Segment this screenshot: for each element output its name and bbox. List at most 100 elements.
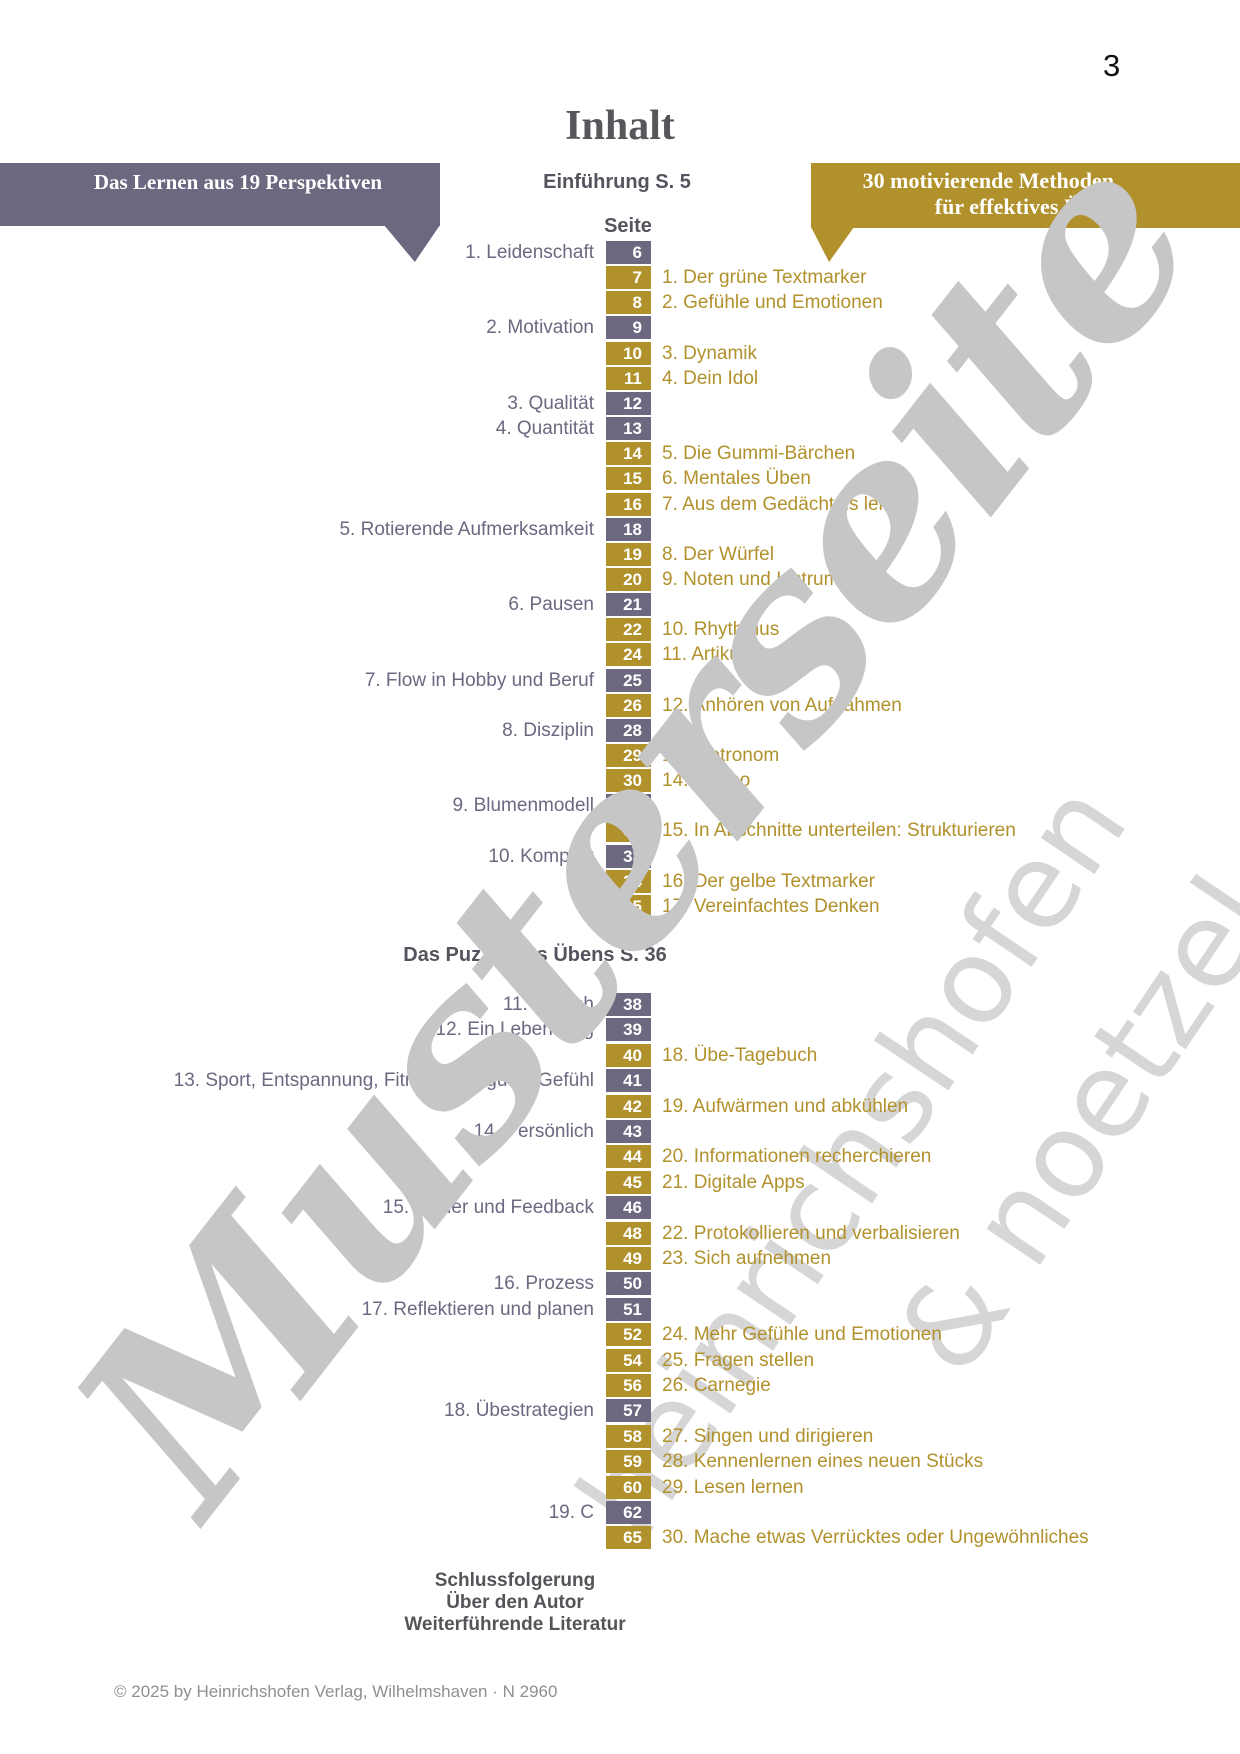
page-number-box: 19	[606, 542, 651, 566]
toc-row: 62 19. C	[0, 1501, 1240, 1524]
page-number-box: 60	[606, 1475, 651, 1499]
page-number-box: 11	[606, 366, 651, 390]
chapter-label: 9. Blumenmodell	[452, 795, 594, 817]
toc-row: 7 1. Der grüne Textmarker	[0, 266, 1240, 290]
copyright-footer: © 2025 by Heinrichshofen Verlag, Wilhelm…	[114, 1682, 558, 1701]
page-number-box: 58	[606, 1424, 651, 1448]
page-number-box: 7	[606, 266, 651, 290]
page-number-box: 12	[606, 391, 651, 415]
chapter-label: 7. Flow in Hobby und Beruf	[364, 669, 594, 691]
method-label: 13. Metronom	[662, 745, 780, 766]
toc-row: 40 18. Übe-Tagebuch	[0, 1043, 1240, 1067]
toc-row: 24 11. Artikulation	[0, 643, 1240, 667]
page-number-box: 41	[606, 1069, 651, 1093]
toc-row: 56 26. Carnegie	[0, 1374, 1240, 1397]
toc-row: 20 9. Noten und Instrument	[0, 567, 1240, 591]
toc-row: 38 11. Täglich	[0, 993, 1240, 1016]
method-label: 20. Informationen recherchieren	[662, 1146, 932, 1168]
toc-row: 39 12. Ein Leben lang	[0, 1018, 1240, 1042]
method-label: 15. In Abschnitte unterteilen: Strukturi…	[662, 820, 1016, 842]
page-number-box: 59	[606, 1450, 651, 1474]
toc-row: 52 24. Mehr Gefühle und Emotionen	[0, 1323, 1240, 1347]
toc-row: 32 15. In Abschnitte unterteilen: Struktu…	[0, 819, 1240, 843]
page-number-box: 28	[606, 718, 651, 742]
page-number-box: 44	[606, 1145, 651, 1169]
page-number-box: 50	[606, 1272, 651, 1296]
method-label: 3. Dynamik	[662, 342, 758, 364]
method-label: 17. Vereinfachtes Denken	[662, 895, 880, 917]
page-number-box: 20	[606, 567, 651, 591]
page-number-box: 14	[606, 442, 651, 466]
page-number-box: 52	[606, 1323, 651, 1347]
page-number-box: 62	[606, 1501, 651, 1524]
page-number: 3	[1103, 48, 1121, 83]
banner-left-label: Das Lernen aus 19 Perspektiven	[93, 170, 382, 194]
page-number-box: 30	[606, 769, 651, 793]
chapter-label: 5. Rotierende Aufmerksamkeit	[339, 518, 594, 540]
toc-row: 42 19. Aufwärmen und abkühlen	[0, 1094, 1240, 1118]
method-label: 10. Rhythmus	[662, 619, 780, 641]
chapter-label: 1. Leidenschaft	[465, 242, 594, 263]
end-section-literatur: Weiterführende Literatur	[404, 1614, 626, 1635]
banner-right-label-line1: 30 motivierende Methoden	[862, 168, 1114, 193]
toc-row: 51 17. Reflektieren und planen	[0, 1297, 1240, 1321]
end-sections: Schlussfolgerung Über den Autor Weiterfü…	[404, 1570, 625, 1636]
chapter-label: 15. Fehler und Feedback	[382, 1197, 594, 1219]
method-label: 21. Digitale Apps	[662, 1171, 805, 1193]
toc-row: 16 7. Aus dem Gedächtnis lernen	[0, 492, 1240, 516]
toc-row: 11 4. Dein Idol	[0, 366, 1240, 390]
chapter-label: 4. Quantität	[495, 418, 594, 440]
page-number-box: 16	[606, 492, 651, 516]
page-title: Inhalt	[565, 103, 675, 149]
page-number-box: 8	[606, 291, 651, 315]
chapter-label: 16. Prozess	[493, 1273, 594, 1295]
page-number-box: 33	[606, 844, 651, 868]
toc-row: 19 8. Der Würfel	[0, 542, 1240, 566]
toc-row: 30 14. Tempo	[0, 769, 1240, 793]
column-header-seite: Seite	[604, 215, 652, 237]
page-number-box: 45	[606, 1170, 651, 1194]
chapter-label: 17. Reflektieren und planen	[361, 1298, 594, 1320]
toc-row: 10 3. Dynamik	[0, 341, 1240, 365]
method-label: 24. Mehr Gefühle und Emotionen	[662, 1324, 942, 1346]
method-label: 1. Der grüne Textmarker	[662, 267, 867, 289]
toc-row: 33 10. Komplex	[0, 844, 1240, 868]
method-label: 2. Gefühle und Emotionen	[662, 292, 883, 314]
toc-row: 25 7. Flow in Hobby und Beruf	[0, 668, 1240, 692]
chapter-label: 3. Qualität	[507, 392, 594, 414]
chapter-label: 11. Täglich	[502, 994, 594, 1015]
page-number-box: 10	[606, 341, 651, 365]
section-heading-puzzle: Das Puzzle des Übens S. 36	[403, 944, 667, 966]
toc-row: 6 1. Leidenschaft	[0, 241, 1240, 264]
end-section-schlussfolgerung: Schlussfolgerung	[434, 1570, 596, 1591]
page-number-box: 24	[606, 643, 651, 667]
page-number-box: 26	[606, 693, 651, 717]
toc-row: 29 13. Metronom	[0, 744, 1240, 767]
toc-row: 49 23. Sich aufnehmen	[0, 1247, 1240, 1270]
page-number-box: 43	[606, 1120, 651, 1143]
page-number-box: 34	[606, 869, 651, 893]
toc-row: 65 30. Mache etwas Verrücktes oder Ungewö…	[0, 1526, 1240, 1550]
page-number-box: 42	[606, 1094, 651, 1118]
method-label: 26. Carnegie	[662, 1375, 771, 1396]
method-label: 25. Fragen stellen	[662, 1349, 815, 1371]
toc-row: 44 20. Informationen recherchieren	[0, 1145, 1240, 1169]
page-number-box: 35	[606, 894, 651, 918]
toc-row: 13 4. Quantität	[0, 417, 1240, 441]
toc-row: 14 5. Die Gummi-Bärchen	[0, 442, 1240, 466]
toc-row: 35 17. Vereinfachtes Denken	[0, 894, 1240, 918]
chapter-label: 10. Komplex	[488, 845, 594, 867]
toc-row: 46 15. Fehler und Feedback	[0, 1196, 1240, 1220]
page-number-box: 21	[606, 593, 651, 617]
banner-left-perspectives: Das Lernen aus 19 Perspektiven	[0, 163, 440, 226]
page-number-box: 29	[606, 744, 651, 767]
method-label: 27. Singen und dirigieren	[662, 1425, 874, 1447]
toc-row: 31 9. Blumenmodell	[0, 794, 1240, 818]
toc-row: 12 3. Qualität	[0, 391, 1240, 415]
toc-row: 18 5. Rotierende Aufmerksamkeit	[0, 517, 1240, 541]
chapter-label: 19. C	[548, 1502, 594, 1523]
method-label: 30. Mache etwas Verrücktes oder Ungewöhn…	[662, 1527, 1089, 1549]
page-number-box: 54	[606, 1348, 651, 1372]
method-label: 7. Aus dem Gedächtnis lernen	[662, 493, 917, 515]
